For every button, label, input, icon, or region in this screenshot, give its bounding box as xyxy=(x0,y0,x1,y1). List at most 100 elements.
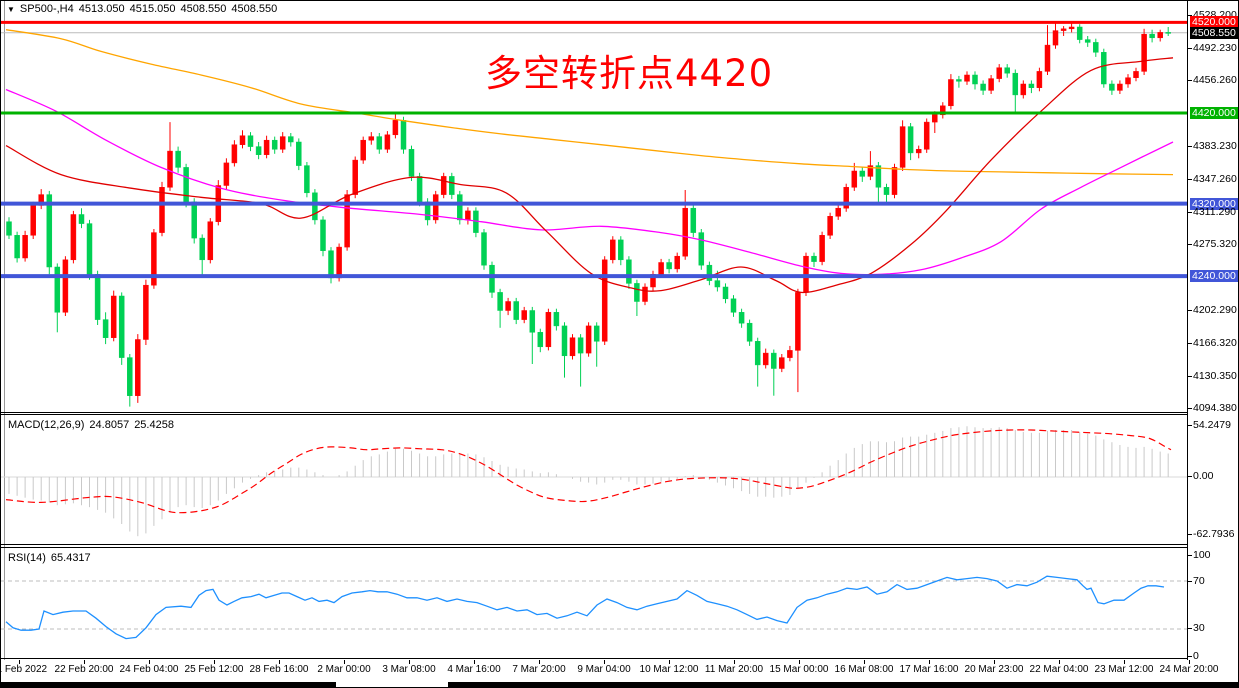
candle xyxy=(1060,26,1067,36)
axis-tick xyxy=(1188,244,1192,246)
time-tick xyxy=(929,660,930,664)
candle xyxy=(1004,64,1010,78)
candle xyxy=(762,348,769,369)
macd-chart[interactable] xyxy=(1,415,1187,544)
time-axis-label: 10 Mar 12:00 xyxy=(639,664,699,675)
candle xyxy=(964,71,970,85)
axis-tick xyxy=(1188,342,1192,344)
candle xyxy=(199,234,205,277)
time-axis-label: 17 Mar 16:00 xyxy=(899,664,959,675)
time-tick xyxy=(734,660,735,664)
axis-tick xyxy=(1188,211,1192,213)
rsi-chart[interactable] xyxy=(1,548,1187,658)
candle xyxy=(1076,24,1083,44)
time-tick xyxy=(604,660,605,664)
price-axis-label: 4166.320 xyxy=(1193,336,1237,349)
time-axis[interactable]: 21 Feb 2022 22 Feb 20:00 24 Feb 04:00 25 Fe… xyxy=(1,660,1238,682)
candle xyxy=(1157,29,1163,42)
rsi-line xyxy=(5,575,1165,640)
candle xyxy=(907,123,914,161)
candle xyxy=(819,231,825,266)
price-axis-label: 4130.350 xyxy=(1193,369,1237,382)
time-axis-label: 3 Mar 08:00 xyxy=(382,664,436,675)
price-axis-label: 4275.320 xyxy=(1193,238,1237,251)
candle xyxy=(682,190,688,260)
candle xyxy=(1165,27,1171,36)
candle xyxy=(263,135,270,159)
candle xyxy=(706,261,713,286)
candle xyxy=(996,64,1002,83)
price-axis-label: 4456.260 xyxy=(1193,74,1237,87)
time-tick xyxy=(994,660,995,664)
background-window-strip xyxy=(1,682,1238,687)
candle xyxy=(923,118,930,153)
candle xyxy=(577,334,584,387)
candle xyxy=(86,219,93,280)
candle xyxy=(62,256,69,316)
candle xyxy=(151,229,157,289)
time-tick xyxy=(84,660,85,664)
candle xyxy=(279,132,286,153)
candle xyxy=(956,75,962,88)
candle xyxy=(368,132,375,145)
candle xyxy=(867,151,874,181)
candle xyxy=(899,120,906,171)
axis-tick xyxy=(1188,178,1192,180)
ma-slow-orange-line xyxy=(5,29,1174,176)
symbol-info: ▼ SP500-,H4 4513.050 4515.050 4508.550 4508.5… xyxy=(7,3,282,15)
price-axis-label: 4508.550 xyxy=(1190,26,1238,39)
candle xyxy=(110,290,117,342)
macd-axis-label: -62.7936 xyxy=(1193,528,1235,540)
candle xyxy=(271,136,278,154)
ohlc-open: 4513.050 xyxy=(78,3,125,15)
candle xyxy=(376,133,383,154)
candle xyxy=(779,354,785,373)
time-tick xyxy=(344,660,345,664)
candle xyxy=(529,306,536,364)
time-axis-label: 20 Mar 23:00 xyxy=(964,664,1024,675)
candle xyxy=(690,204,697,238)
time-axis-label: 9 Mar 04:00 xyxy=(577,664,631,675)
candle xyxy=(553,308,560,331)
candle xyxy=(255,142,262,160)
time-axis-label: 28 Feb 16:00 xyxy=(249,664,309,675)
price-axis[interactable]: 4528.200 4520.000 4508.550 4492.230 4456.260… xyxy=(1187,1,1238,662)
candle xyxy=(988,75,994,94)
time-tick xyxy=(1124,660,1125,664)
candle xyxy=(940,102,946,119)
time-axis-label: 7 Mar 20:00 xyxy=(512,664,566,675)
axis-tick xyxy=(1188,375,1192,377)
candle xyxy=(473,207,479,238)
candle xyxy=(980,80,986,95)
candle xyxy=(312,189,318,225)
time-axis-label: 24 Feb 04:00 xyxy=(119,664,179,675)
candle xyxy=(78,208,85,229)
candle xyxy=(771,349,777,396)
candle xyxy=(408,145,415,181)
candle xyxy=(1109,80,1115,95)
axis-tick xyxy=(1188,80,1192,82)
candle xyxy=(344,190,350,251)
candle xyxy=(754,337,761,387)
time-axis-label: 22 Mar 04:00 xyxy=(1029,664,1089,675)
main-chart[interactable] xyxy=(1,1,1187,412)
candle xyxy=(392,112,399,139)
candle xyxy=(650,270,656,291)
candle xyxy=(159,181,165,237)
candle xyxy=(915,145,922,159)
candle xyxy=(231,140,238,167)
candle xyxy=(296,138,302,171)
macd-label: MACD(12,26,9) xyxy=(8,419,85,431)
candle xyxy=(827,212,833,239)
rsi-value: 65.4317 xyxy=(50,552,91,564)
ma-mid-magenta-line xyxy=(5,88,1174,276)
macd-axis-label: 54.2479 xyxy=(1193,419,1231,431)
time-axis-label: 22 Feb 20:00 xyxy=(54,664,114,675)
dropdown-arrow-icon[interactable]: ▼ xyxy=(7,5,15,14)
macd-panel: MACD(12,26,9) 24.8057 25.4258 xyxy=(1,414,1188,545)
ma-fast-red-line xyxy=(5,57,1174,294)
time-axis-label: 4 Mar 16:00 xyxy=(447,664,501,675)
candle xyxy=(1028,80,1035,94)
price-axis-label: 4420.000 xyxy=(1190,107,1238,119)
